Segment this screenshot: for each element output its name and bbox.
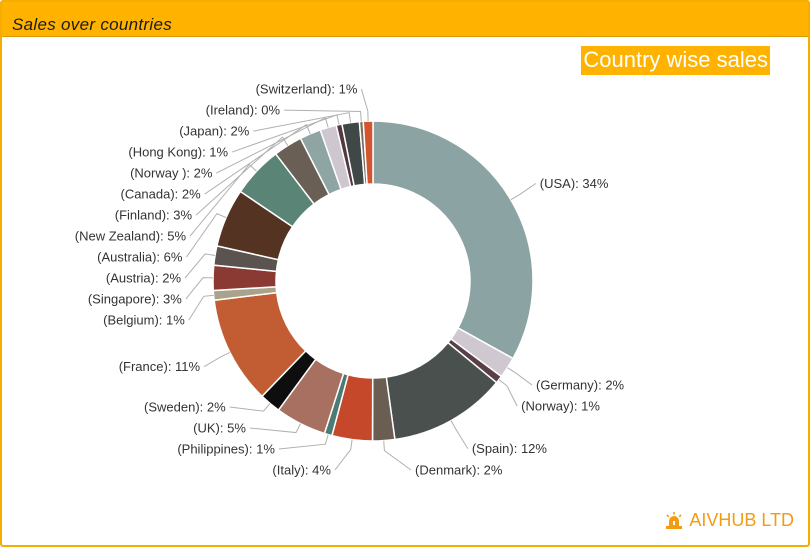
slice-switzerland[interactable] [362,120,374,185]
label-ireland: (Ireland): 0% [206,103,281,118]
label-belgium: (Belgium): 1% [103,313,185,328]
brand-logo: AIVHUB LTD [664,510,794,531]
panel-title: Sales over countries [12,15,173,34]
label-austria: (Austria): 2% [106,271,182,286]
brand-name: AIVHUB LTD [689,510,794,530]
label-norway: (Norway): 1% [521,399,600,414]
leader-uk [249,423,301,434]
label-france: (France): 11% [119,359,201,374]
leader-ireland [284,109,362,122]
leader-norway [498,379,518,407]
leader-usa [510,183,537,201]
leader-italy [334,439,353,471]
label-italy: (Italy): 4% [272,463,331,478]
label-australia: (Australia): 6% [97,250,183,265]
slice-usa[interactable] [372,120,534,360]
donut-slices [212,120,534,442]
leader-sweden [229,403,271,412]
leader-finland [195,136,289,216]
leader-denmark [383,440,412,471]
leader-new-zealand [189,163,257,237]
leader-spain [450,420,469,449]
label-norway: (Norway ): 2% [130,166,213,181]
alarm-light-icon [666,511,683,529]
leader-canada [204,123,311,195]
chart-title: Country wise sales [581,46,770,75]
label-denmark: (Denmark): 2% [415,463,503,478]
label-philippines: (Philippines): 1% [177,442,275,457]
leader-philippines [278,434,329,450]
label-hong-kong: (Hong Kong): 1% [128,145,228,160]
label-germany: (Germany): 2% [536,378,625,393]
label-spain: (Spain): 12% [472,441,548,456]
leader-belgium [188,294,214,321]
label-japan: (Japan): 2% [179,124,250,139]
leader-australia [186,212,227,258]
leader-norway [216,117,329,174]
label-canada: (Canada): 2% [120,187,201,202]
leader-germany [507,367,533,386]
leader-singapore [185,277,214,300]
leader-austria [184,253,216,279]
leader-japan [253,112,352,132]
label-switzerland: (Switzerland): 1% [256,82,358,97]
leader-france [203,351,231,368]
label-uk: (UK): 5% [193,421,246,436]
leader-lines [184,88,537,471]
leader-switzerland [360,88,369,122]
label-new-zealand: (New Zealand): 5% [75,229,187,244]
label-usa: (USA): 34% [540,176,609,191]
panel-header: Sales over countries [2,2,808,37]
label-sweden: (Sweden): 2% [144,400,226,415]
label-finland: (Finland): 3% [115,208,193,223]
label-singapore: (Singapore): 3% [88,292,182,307]
leader-hong-kong [231,114,340,153]
slice-labels: (USA): 34% (Germany): 2% (Norway): 1% (Spai… [75,82,625,478]
